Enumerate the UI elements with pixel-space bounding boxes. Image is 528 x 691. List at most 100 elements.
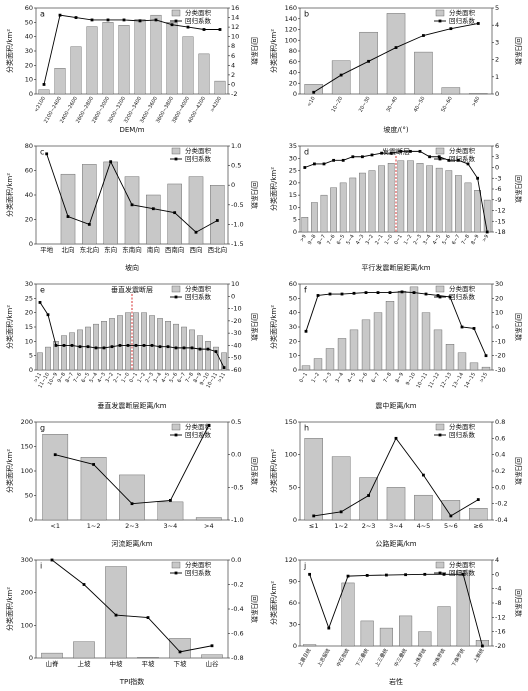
legend-swatch xyxy=(435,9,445,17)
legend-label: 分类面积 xyxy=(449,560,476,569)
area-bar xyxy=(311,202,318,233)
coef-marker xyxy=(45,152,49,156)
area-bar xyxy=(385,301,395,371)
area-bar xyxy=(331,60,351,95)
y2-axis-title: 回归系数 xyxy=(514,589,523,617)
area-bar xyxy=(73,641,95,659)
area-bar xyxy=(45,346,51,371)
y-tick-label: 150 xyxy=(285,418,297,426)
x-tick-label: 6~7 xyxy=(177,372,187,384)
area-bar xyxy=(349,177,357,233)
y2-tick-label: -4 xyxy=(495,585,501,593)
y2-axis-title: 回归系数 xyxy=(250,37,259,65)
y-tick-label: 60 xyxy=(289,58,297,66)
coef-marker xyxy=(87,223,91,226)
y2-tick-label: 30 xyxy=(495,280,503,288)
coef-marker xyxy=(404,573,407,577)
y-axis-title: 分类面积/km² xyxy=(269,29,278,73)
x-tick-label: 5~6 xyxy=(441,234,451,246)
y2-tick-label: -10 xyxy=(495,337,506,345)
panel-label: j xyxy=(303,562,306,571)
y-tick-label: 0 xyxy=(293,366,297,374)
coef-marker xyxy=(370,153,374,157)
x-tick-label: 7~8 xyxy=(461,234,471,246)
coef-marker xyxy=(394,46,398,49)
coef-marker xyxy=(312,514,316,518)
coef-marker xyxy=(214,350,218,353)
coef-line xyxy=(309,573,483,647)
coef-marker xyxy=(385,573,388,577)
area-bar xyxy=(80,457,107,521)
panel-label: f xyxy=(304,286,307,295)
coef-marker xyxy=(70,344,74,347)
area-bar xyxy=(101,321,107,371)
coef-marker xyxy=(78,345,82,349)
area-bar xyxy=(189,329,195,371)
x-tick-label: 平坡 xyxy=(142,659,156,668)
area-bar xyxy=(397,160,405,233)
x-tick-label: 4~5 xyxy=(347,372,357,384)
x-tick-label: 中侏罗统 xyxy=(431,647,447,668)
y-axis-title: 分类面积/km² xyxy=(5,173,14,217)
x-tick-label: 9~10 xyxy=(405,372,417,387)
panel-label: c xyxy=(40,148,44,157)
x-tick-label: >11 xyxy=(33,372,43,384)
x-tick-label: 2~1 xyxy=(374,234,384,246)
coef-marker xyxy=(364,291,368,294)
x-tick-label: 1~2 xyxy=(137,372,147,384)
area-bar xyxy=(337,338,347,371)
area-bar xyxy=(38,89,50,95)
y-axis-title: 分类面积/km² xyxy=(269,305,278,349)
y-tick-label: 90 xyxy=(289,578,297,586)
coef-marker xyxy=(461,572,465,576)
area-bar xyxy=(166,22,178,95)
coef-marker xyxy=(457,158,460,162)
x-axis-title: TPI指数 xyxy=(119,677,145,686)
area-bar xyxy=(469,362,479,371)
x-tick-label: 3~2 xyxy=(365,234,375,246)
x-tick-label: <1 xyxy=(50,522,60,530)
y2-tick-label: 0.0 xyxy=(495,483,505,491)
coef-marker xyxy=(150,344,154,347)
area-bar xyxy=(42,434,69,521)
area-bar xyxy=(198,53,210,95)
y2-tick-label: -30 xyxy=(495,366,506,374)
y2-axis-title: 回归系数 xyxy=(250,595,259,623)
area-bar xyxy=(445,170,453,233)
panel-label: g xyxy=(40,424,45,433)
legend-label: 回归系数 xyxy=(185,154,212,163)
area-bar xyxy=(414,494,433,521)
y2-tick-label: 0.5 xyxy=(231,162,241,170)
panel: h 0 50 100 150 -0.4 -0.2 0.0 0.2 0.4 0.6 0.8 分类面积/km… xyxy=(269,418,523,548)
legend-swatch xyxy=(435,561,445,569)
area-bar xyxy=(41,652,63,659)
y2-tick-label: -30 xyxy=(231,329,242,337)
coef-marker xyxy=(174,346,178,350)
x-tick-label: 东南向 xyxy=(122,245,142,254)
coef-marker xyxy=(466,162,470,166)
y-tick-label: 40 xyxy=(289,309,297,317)
y2-tick-label: 1 xyxy=(495,73,499,81)
y-tick-label: 0 xyxy=(29,90,33,98)
area-bar xyxy=(210,185,225,245)
y2-tick-label: -10 xyxy=(231,305,242,313)
area-bar xyxy=(195,517,222,521)
y2-tick-label: -6 xyxy=(495,185,501,193)
legend-swatch xyxy=(435,423,445,431)
y2-axis-title: 回归系数 xyxy=(514,457,523,485)
y-tick-label: 35 xyxy=(289,142,297,150)
y2-tick-label: 0 xyxy=(495,90,499,98)
y-axis-title: 分类面积/km² xyxy=(5,29,14,73)
y-axis-title: 分类面积/km² xyxy=(5,587,14,631)
y-tick-label: 0 xyxy=(29,240,33,248)
coef-line xyxy=(51,559,213,653)
x-tick-label: 上志留统 xyxy=(316,647,332,668)
x-tick-label: 14~15 xyxy=(463,372,477,390)
y-tick-label: 20 xyxy=(289,79,297,87)
legend-swatch xyxy=(171,285,181,293)
area-bar xyxy=(214,80,226,95)
area-bar xyxy=(397,290,407,371)
area-bar xyxy=(141,312,147,371)
area-bar xyxy=(368,170,376,233)
